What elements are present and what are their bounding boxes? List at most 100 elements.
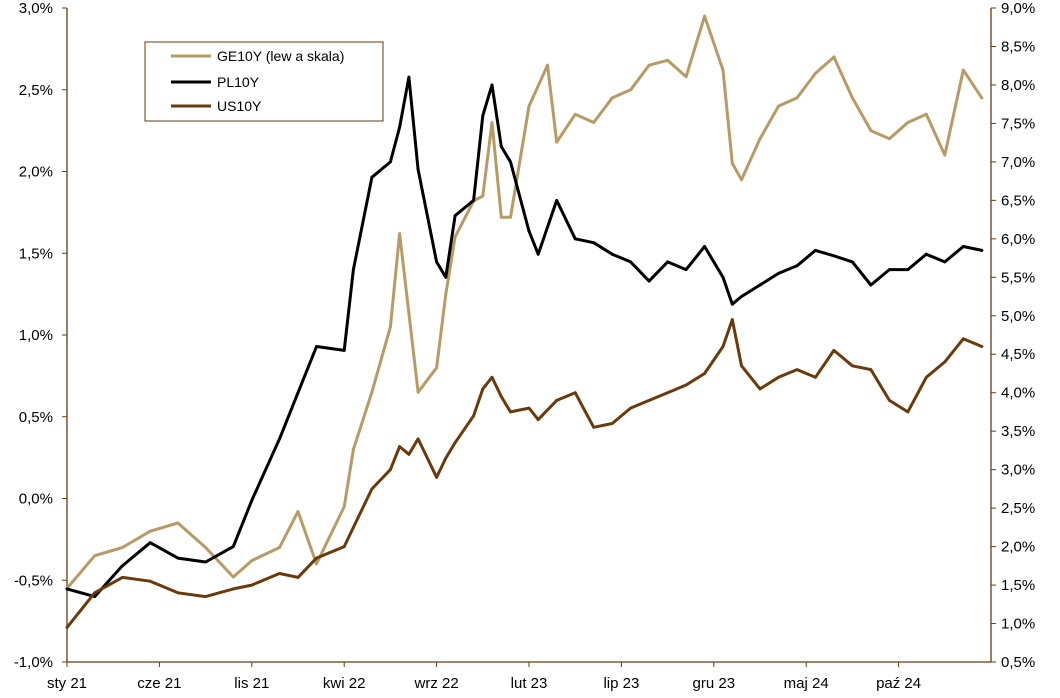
right-tick-label: 0,5% xyxy=(1001,654,1035,671)
data-point-us10y xyxy=(342,545,346,548)
data-point-us10y xyxy=(527,406,531,410)
data-point-ge10y xyxy=(444,292,448,296)
data-point-us10y xyxy=(352,526,355,529)
data-point-us10y xyxy=(629,406,632,410)
data-point-ge10y xyxy=(398,232,401,236)
left-tick-group: -1,0% -0,5% 0,0% 0,5% 1,0% 1,5% 2,0% 2,5% 3,0% xyxy=(14,0,67,671)
left-tick-label: 0,0% xyxy=(19,491,53,508)
data-point-ge10y xyxy=(370,390,374,394)
data-point-ge10y xyxy=(435,366,438,370)
data-point-pl10y xyxy=(65,587,69,591)
data-point-pl10y xyxy=(869,283,873,287)
left-tick-label: 1,5% xyxy=(19,245,53,262)
data-point-ge10y xyxy=(629,88,632,92)
data-point-us10y xyxy=(407,452,411,456)
data-point-pl10y xyxy=(943,260,947,264)
data-point-us10y xyxy=(278,572,281,575)
data-point-pl10y xyxy=(740,295,743,298)
data-point-us10y xyxy=(231,587,235,591)
data-point-us10y xyxy=(592,425,596,429)
x-tick-label: maj 24 xyxy=(784,675,829,692)
data-point-pl10y xyxy=(795,264,799,268)
data-point-ge10y xyxy=(121,546,124,549)
right-tick-label: 1,0% xyxy=(1001,616,1035,633)
legend-label-pl10y: PL10Y xyxy=(217,74,260,90)
data-point-ge10y xyxy=(980,96,984,100)
data-point-us10y xyxy=(453,441,457,445)
x-tick-label: gru 23 xyxy=(693,675,736,692)
data-point-ge10y xyxy=(509,215,512,219)
data-point-ge10y xyxy=(93,554,97,558)
data-point-ge10y xyxy=(481,194,485,198)
data-point-ge10y xyxy=(906,121,910,124)
legend-label-us10y: US10Y xyxy=(217,98,262,114)
data-point-us10y xyxy=(703,372,706,375)
data-point-pl10y xyxy=(721,275,725,279)
series-line-pl10y xyxy=(65,75,984,599)
data-point-pl10y xyxy=(666,260,669,264)
data-point-ge10y xyxy=(610,96,614,100)
left-tick-label: 2,0% xyxy=(19,164,53,181)
data-point-ge10y xyxy=(943,153,947,157)
data-point-pl10y xyxy=(924,252,928,256)
x-tick-label: kwi 22 xyxy=(323,675,366,692)
data-point-ge10y xyxy=(573,112,577,116)
data-point-us10y xyxy=(869,368,873,371)
x-tick-label: lut 23 xyxy=(511,675,548,692)
right-tick-label: 4,5% xyxy=(1001,346,1035,363)
data-point-ge10y xyxy=(740,178,743,182)
data-point-us10y xyxy=(472,414,475,418)
right-tick-label: 8,0% xyxy=(1001,77,1035,94)
data-point-pl10y xyxy=(573,237,577,241)
data-point-pl10y xyxy=(832,254,836,258)
data-point-pl10y xyxy=(777,272,780,275)
data-point-pl10y xyxy=(980,249,984,252)
data-point-pl10y xyxy=(231,545,235,548)
data-point-pl10y xyxy=(888,268,891,271)
data-point-us10y xyxy=(758,387,762,391)
series-layer xyxy=(65,14,984,629)
data-point-us10y xyxy=(924,375,928,379)
data-point-ge10y xyxy=(684,75,688,79)
x-tick-label: lip 23 xyxy=(603,675,639,692)
data-point-pl10y xyxy=(370,175,374,179)
legend: GE10Y (lew a skala) PL10Y US10Y xyxy=(144,41,384,122)
data-point-pl10y xyxy=(536,252,540,256)
data-point-us10y xyxy=(730,318,734,321)
right-tick-label: 6,0% xyxy=(1001,231,1035,248)
x-tick-label: paź 24 xyxy=(876,675,921,692)
data-point-pl10y xyxy=(444,275,448,279)
data-point-ge10y xyxy=(832,55,836,59)
data-point-us10y xyxy=(610,422,614,425)
data-point-pl10y xyxy=(176,556,180,560)
data-point-pl10y xyxy=(472,199,475,202)
data-point-us10y xyxy=(721,345,725,348)
data-point-us10y xyxy=(250,583,254,587)
left-tick-label: 1,0% xyxy=(19,327,53,344)
data-point-us10y xyxy=(536,418,540,421)
series-points-pl10y xyxy=(65,75,984,598)
data-point-us10y xyxy=(370,487,374,491)
data-point-pl10y xyxy=(610,252,614,256)
data-point-ge10y xyxy=(231,575,235,579)
data-point-us10y xyxy=(795,368,799,371)
data-point-pl10y xyxy=(481,114,485,118)
data-point-us10y xyxy=(888,399,891,402)
right-tick-label: 3,0% xyxy=(1001,462,1035,479)
data-point-pl10y xyxy=(315,345,318,348)
data-point-ge10y xyxy=(490,121,494,124)
data-point-pl10y xyxy=(278,437,281,441)
data-point-us10y xyxy=(740,364,743,368)
data-point-us10y xyxy=(65,626,69,629)
data-point-ge10y xyxy=(342,505,346,509)
right-tick-label: 2,0% xyxy=(1001,539,1035,556)
data-point-pl10y xyxy=(121,564,124,568)
legend-label-ge10y: GE10Y (lew a skala) xyxy=(217,48,344,64)
data-point-ge10y xyxy=(555,140,559,144)
data-point-us10y xyxy=(555,399,559,402)
data-point-pl10y xyxy=(906,268,910,271)
data-point-us10y xyxy=(204,595,208,598)
left-tick-label: 0,5% xyxy=(19,409,53,426)
data-point-ge10y xyxy=(499,215,503,219)
series-line-ge10y xyxy=(65,14,984,590)
